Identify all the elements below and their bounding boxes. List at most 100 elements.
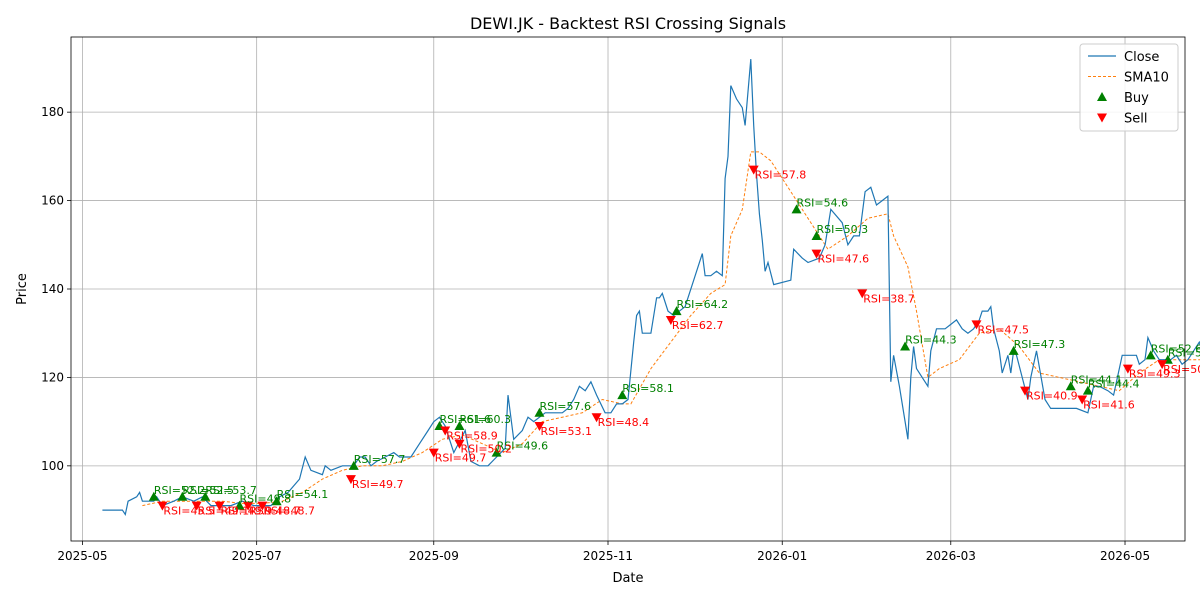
legend-buy-swatch (1097, 92, 1107, 101)
sell-marker (157, 501, 168, 511)
sell-rsi-label: RSI=58.9 (446, 429, 498, 442)
sell-marker (257, 501, 268, 511)
y-tick-label: 100 (41, 459, 64, 473)
buy-marker (1065, 381, 1076, 391)
sell-rsi-label: RSI=53.1 (540, 425, 592, 438)
sell-marker (811, 249, 822, 259)
sell-marker (534, 422, 545, 432)
signal-markers (148, 165, 1173, 511)
sell-marker (214, 501, 225, 511)
sell-rsi-label: RSI=49.3 (1129, 368, 1181, 381)
sma10-series (142, 151, 1200, 507)
sell-rsi-label: RSI=62.7 (672, 319, 724, 332)
buy-marker (454, 421, 465, 431)
sell-marker (345, 475, 356, 485)
sell-rsi-label: RSI=48.7 (263, 505, 315, 518)
sell-marker (1122, 364, 1133, 374)
legend-sell-label: Sell (1124, 112, 1147, 127)
buy-marker (534, 407, 545, 417)
sell-marker (665, 315, 676, 325)
buy-rsi-label: RSI=57.6 (539, 400, 591, 413)
buy-rsi-label: RSI=54.6 (797, 196, 849, 209)
legend: Close SMA10 Buy Sell (1079, 43, 1179, 132)
buy-rsi-label: RSI=52.5 (182, 484, 234, 497)
sell-rsi-label: RSI=41.6 (1083, 399, 1135, 412)
sell-marker (440, 426, 451, 436)
sell-rsi-label: RSI=50.2 (460, 443, 512, 456)
chart-title: DEWI.JK - Backtest RSI Crossing Signals (470, 14, 786, 33)
sell-marker (1077, 395, 1088, 405)
buy-rsi-label: RSI=64.2 (677, 298, 729, 311)
buy-rsi-label: RSI=44.1 (1071, 373, 1123, 386)
sell-marker (591, 413, 602, 423)
grid-lines (71, 37, 1185, 541)
buy-marker (491, 447, 502, 457)
sell-rsi-label: RSI=49.7 (352, 478, 404, 491)
buy-rsi-label: RSI=44.3 (905, 333, 957, 346)
sell-rsi-label: RSI=49.9 (221, 505, 273, 518)
rsi-annotations: RSI=52.2RSI=52.5RSI=53.7RSI=49.8RSI=54.1… (154, 169, 1200, 518)
buy-rsi-label: RSI=47.3 (1014, 338, 1066, 351)
buy-marker (1082, 385, 1093, 395)
x-tick-label: 2025-09 (409, 549, 459, 563)
sell-marker (243, 501, 254, 511)
x-tick-label: 2026-01 (757, 549, 807, 563)
sell-marker (454, 439, 465, 449)
buy-rsi-label: RSI=49.6 (497, 440, 549, 453)
sell-rsi-label: RSI=40.9 (1026, 390, 1078, 403)
buy-rsi-label: RSI=61.6 (439, 413, 491, 426)
x-tick-label: 2026-03 (926, 549, 976, 563)
buy-rsi-label: RSI=44.4 (1088, 378, 1140, 391)
x-tick-label: 2025-05 (57, 549, 107, 563)
sell-marker (748, 165, 759, 175)
x-tick-label: 2026-05 (1100, 549, 1150, 563)
sell-marker (971, 320, 982, 330)
buy-rsi-label: RSI=57.7 (354, 453, 406, 466)
buy-marker (148, 491, 159, 501)
buy-rsi-label: RSI=52.6 (1151, 342, 1200, 355)
y-tick-label: 120 (41, 370, 64, 384)
buy-rsi-label: RSI=60.3 (459, 413, 511, 426)
x-tick-label: 2025-07 (232, 549, 282, 563)
buy-marker (200, 491, 211, 501)
sell-marker (191, 501, 202, 511)
sell-rsi-label: RSI=47.6 (818, 253, 870, 266)
sell-rsi-label: RSI=49.1 (198, 505, 250, 518)
buy-marker (671, 306, 682, 316)
buy-marker (1145, 350, 1156, 360)
sell-marker (1157, 360, 1168, 370)
sell-marker (428, 448, 439, 458)
buy-marker (234, 500, 245, 510)
y-axis-label: Price (15, 273, 30, 305)
buy-rsi-label: RSI=49.8 (240, 493, 292, 506)
sell-rsi-label: RSI=57.8 (755, 169, 807, 182)
buy-marker (900, 341, 911, 351)
axis-ticks: 2025-05 2025-07 2025-09 2025-11 2026-01 2026-… (41, 105, 1150, 563)
sell-rsi-label: RSI=45.5 (163, 505, 215, 518)
legend-sell-swatch (1097, 113, 1107, 123)
y-tick-label: 180 (41, 105, 64, 119)
sell-marker (1020, 386, 1031, 396)
sell-rsi-label: RSI=47.5 (977, 323, 1029, 336)
buy-marker (791, 204, 802, 214)
y-tick-label: 160 (41, 194, 64, 208)
sma10-line (142, 151, 1200, 507)
sell-rsi-label: RSI=38.7 (863, 292, 915, 305)
sell-marker (857, 289, 868, 299)
buy-rsi-label: RSI=50.3 (817, 223, 869, 236)
x-axis-label: Date (612, 571, 643, 586)
buy-marker (1008, 345, 1019, 355)
legend-buy-label: Buy (1124, 91, 1149, 106)
x-tick-label: 2025-11 (583, 549, 633, 563)
buy-rsi-label: RSI=53.7 (205, 484, 257, 497)
sell-rsi-label: RSI=48.7 (249, 505, 301, 518)
buy-rsi-label: RSI=51.6 (1168, 347, 1200, 360)
buy-rsi-label: RSI=52.2 (154, 484, 206, 497)
buy-marker (177, 491, 188, 501)
y-tick-label: 140 (41, 282, 64, 296)
sell-rsi-label: RSI=48.4 (598, 416, 650, 429)
sell-rsi-label: RSI=50.0 (1163, 363, 1200, 376)
legend-close-label: Close (1124, 50, 1159, 65)
